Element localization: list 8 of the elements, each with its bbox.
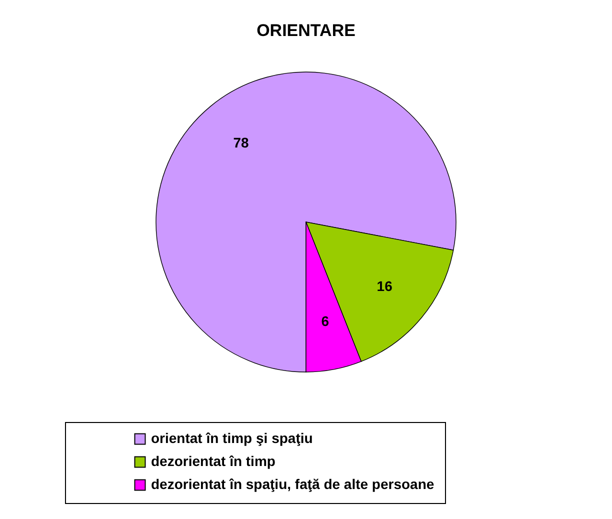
pie-slice: [156, 72, 456, 372]
legend-label: dezorientat în timp: [151, 453, 276, 469]
chart-title: ORIENTARE: [256, 21, 356, 40]
data-label: 6: [321, 313, 330, 330]
data-label: 16: [376, 278, 393, 294]
legend-label: dezorientat în spaţiu, faţă de alte persoane: [151, 476, 434, 492]
legend-label: orientat în timp şi spaţiu: [151, 430, 313, 446]
data-label: 78: [233, 134, 249, 150]
